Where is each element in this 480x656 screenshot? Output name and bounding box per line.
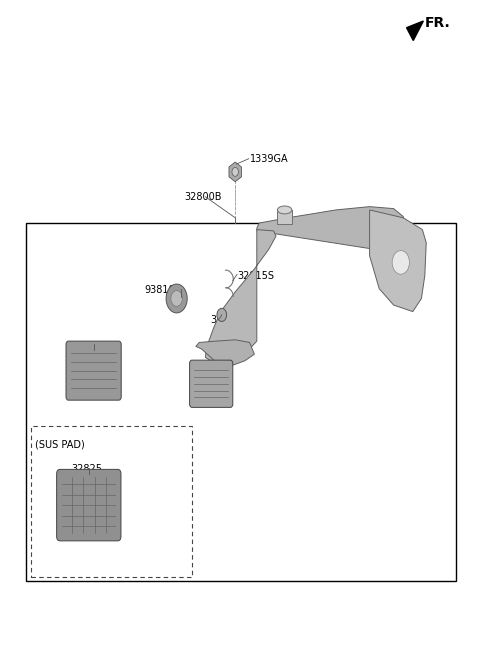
Polygon shape [407, 21, 423, 41]
Polygon shape [277, 210, 292, 224]
Text: 32815S: 32815S [238, 270, 275, 281]
Text: 93810A: 93810A [144, 285, 181, 295]
Polygon shape [205, 230, 276, 362]
Ellipse shape [277, 206, 292, 214]
Circle shape [217, 308, 227, 321]
Circle shape [166, 284, 187, 313]
Text: 32825: 32825 [71, 346, 102, 356]
FancyBboxPatch shape [66, 341, 121, 400]
Circle shape [232, 167, 239, 176]
Bar [26, 223, 456, 581]
Text: 32876A: 32876A [210, 315, 248, 325]
FancyBboxPatch shape [57, 470, 121, 541]
Text: FR.: FR. [425, 16, 451, 30]
Polygon shape [196, 340, 254, 369]
Text: (SUS PAD): (SUS PAD) [35, 440, 84, 450]
Text: 1339GA: 1339GA [250, 154, 288, 164]
Text: 32825: 32825 [71, 464, 102, 474]
Text: 32800B: 32800B [185, 192, 222, 202]
Polygon shape [257, 207, 406, 249]
Bar [31, 426, 192, 577]
Polygon shape [229, 162, 241, 182]
Circle shape [171, 291, 182, 306]
Polygon shape [370, 210, 426, 312]
FancyBboxPatch shape [190, 360, 233, 407]
Circle shape [392, 251, 409, 274]
